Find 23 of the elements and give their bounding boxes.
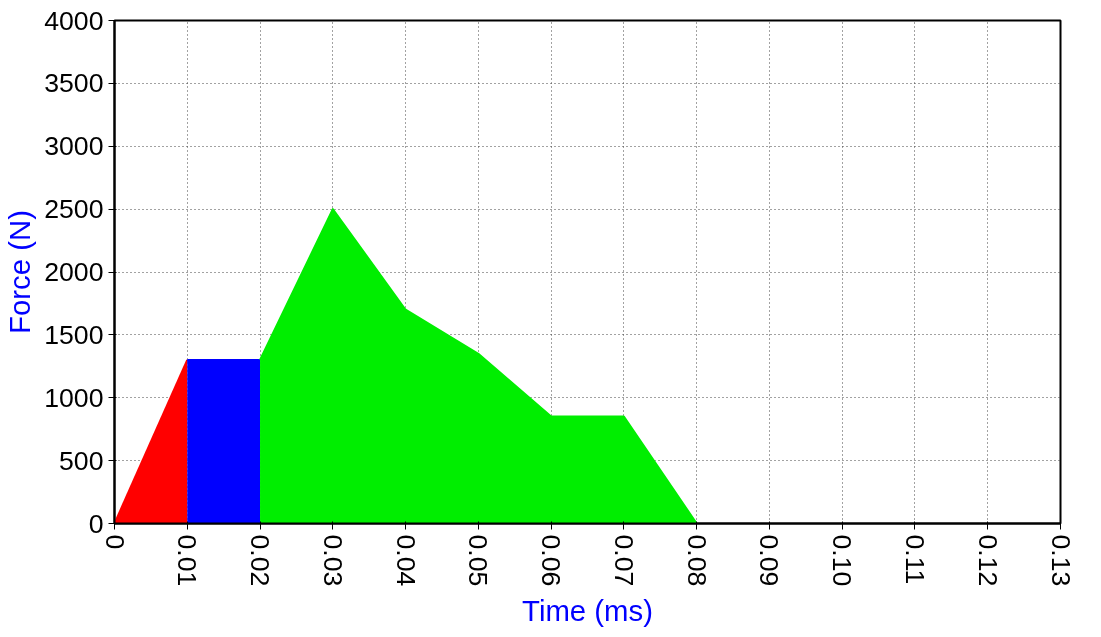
y-axis-title: Force (N): [3, 210, 37, 334]
y-tick-label: 2500: [44, 194, 104, 225]
x-tick-label: 0.13: [1045, 534, 1076, 587]
x-tick-label: 0.10: [827, 534, 858, 587]
x-tick-label: 0.02: [245, 534, 276, 587]
x-tick-label: 0.04: [390, 534, 421, 587]
x-tick-label: 0.06: [536, 534, 567, 587]
x-tick-label: 0.09: [754, 534, 785, 587]
y-tick-label: 1500: [44, 319, 104, 350]
x-tick-label: 0.01: [172, 534, 203, 587]
x-tick-label: 0.03: [317, 534, 348, 587]
y-tick-label: 2000: [44, 257, 104, 287]
x-tick-label: 0.08: [681, 534, 712, 587]
x-tick-label: 0.11: [899, 534, 930, 585]
y-tick-label: 1000: [44, 382, 104, 413]
x-tick-label: 0.07: [608, 534, 639, 587]
x-tick-label: 0.05: [463, 534, 494, 587]
y-tick-label: 500: [59, 445, 104, 476]
x-axis-title: Time (ms): [522, 594, 653, 628]
y-tick-label: 3000: [44, 131, 104, 162]
y-tick-label: 3500: [44, 68, 104, 99]
x-tick-label: 0.12: [972, 534, 1003, 587]
y-tick-label: 4000: [44, 5, 104, 36]
